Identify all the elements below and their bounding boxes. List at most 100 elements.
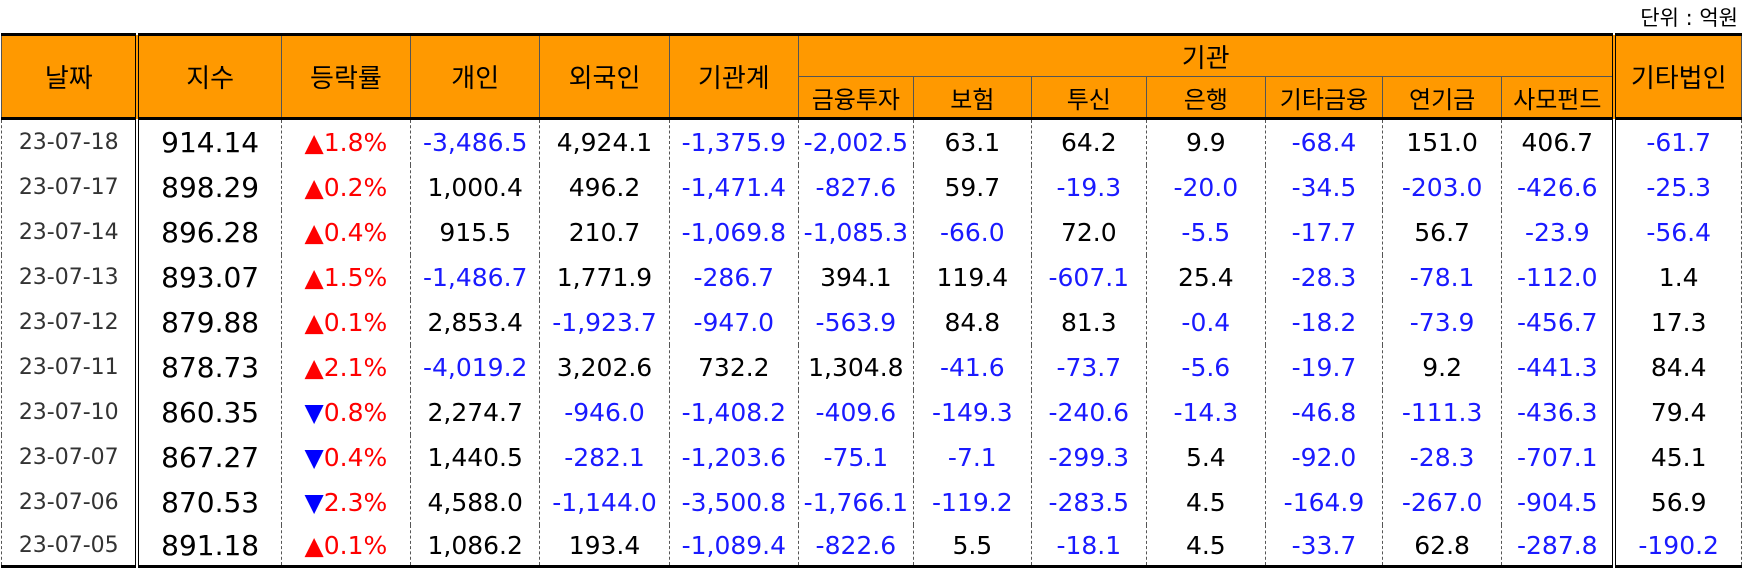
cell-change: ▲0.1% — [280, 525, 412, 568]
cell-other-corp: -61.7 — [1612, 118, 1743, 165]
cell-financial-investment: -2,002.5 — [797, 118, 914, 165]
cell-insurance: -119.2 — [912, 480, 1032, 525]
cell-financial-investment: -409.6 — [797, 390, 914, 435]
header-date: 날짜 — [1, 34, 140, 119]
table-row: 23-07-12 879.88 ▲0.1% 2,853.4 -1,923.7 -947.0… — [1, 300, 1743, 345]
cell-inst-total: -3,500.8 — [668, 480, 799, 525]
table-row: 23-07-07 867.27 ▼0.4% 1,440.5 -282.1 -1,203.6… — [1, 435, 1743, 480]
cell-inst-total: 732.2 — [668, 345, 799, 390]
cell-foreign: 210.7 — [539, 210, 670, 255]
cell-other-finance: -164.9 — [1264, 480, 1383, 525]
cell-foreign: 3,202.6 — [539, 345, 670, 390]
cell-financial-investment: -563.9 — [797, 300, 914, 345]
cell-insurance: -66.0 — [912, 210, 1032, 255]
cell-foreign: -1,144.0 — [539, 480, 670, 525]
cell-index: 860.35 — [136, 390, 282, 435]
cell-change-value: 0.1% — [323, 530, 388, 560]
cell-financial-investment: -75.1 — [797, 435, 914, 480]
header-sub-investment-trust: 투신 — [1030, 76, 1147, 119]
triangle-up-icon: ▲ — [304, 128, 324, 157]
unit-label: 단위 : 억원 — [1640, 6, 1738, 30]
cell-other-finance: -19.7 — [1264, 345, 1383, 390]
cell-individual: 915.5 — [410, 210, 541, 255]
cell-change-value: 2.1% — [323, 353, 388, 382]
cell-investment-trust: -607.1 — [1030, 255, 1147, 300]
cell-bank: -5.6 — [1145, 345, 1266, 390]
cell-financial-investment: 1,304.8 — [797, 345, 914, 390]
cell-other-corp: 56.9 — [1612, 480, 1743, 525]
cell-change-value: 0.4% — [323, 443, 388, 472]
cell-bank: -14.3 — [1145, 390, 1266, 435]
cell-insurance: 59.7 — [912, 165, 1032, 210]
cell-individual: 2,274.7 — [410, 390, 541, 435]
cell-private-fund: 406.7 — [1501, 118, 1615, 165]
cell-insurance: 5.5 — [912, 525, 1032, 568]
table-row: 23-07-14 896.28 ▲0.4% 915.5 210.7 -1,069.8 -1,… — [1, 210, 1743, 255]
cell-insurance: -41.6 — [912, 345, 1032, 390]
cell-insurance: 63.1 — [912, 118, 1032, 165]
cell-inst-total: -1,069.8 — [668, 210, 799, 255]
cell-foreign: 193.4 — [539, 525, 670, 568]
cell-financial-investment: -822.6 — [797, 525, 914, 568]
cell-inst-total: -1,375.9 — [668, 118, 799, 165]
cell-foreign: -1,923.7 — [539, 300, 670, 345]
cell-pension: -73.9 — [1381, 300, 1503, 345]
cell-private-fund: -456.7 — [1501, 300, 1615, 345]
cell-other-corp: -25.3 — [1612, 165, 1743, 210]
table-row: 23-07-10 860.35 ▼0.8% 2,274.7 -946.0 -1,408.2… — [1, 390, 1743, 435]
cell-change-value: 1.8% — [323, 128, 388, 157]
cell-private-fund: -426.6 — [1501, 165, 1615, 210]
cell-private-fund: -436.3 — [1501, 390, 1615, 435]
cell-other-corp: 45.1 — [1612, 435, 1743, 480]
cell-insurance: -7.1 — [912, 435, 1032, 480]
table-row: 23-07-05 891.18 ▲0.1% 1,086.2 193.4 -1,089.4-… — [1, 525, 1743, 568]
cell-pension: 56.7 — [1381, 210, 1503, 255]
cell-financial-investment: -827.6 — [797, 165, 914, 210]
header-sub-other-finance: 기타금융 — [1264, 76, 1383, 119]
cell-individual: 1,000.4 — [410, 165, 541, 210]
cell-change: ▲0.2% — [280, 165, 412, 210]
cell-inst-total: -1,203.6 — [668, 435, 799, 480]
cell-bank: 5.4 — [1145, 435, 1266, 480]
cell-investment-trust: -283.5 — [1030, 480, 1147, 525]
cell-change-value: 0.8% — [323, 398, 388, 427]
cell-bank: 4.5 — [1145, 480, 1266, 525]
triangle-up-icon: ▲ — [304, 308, 324, 337]
cell-other-corp: -190.2 — [1612, 525, 1743, 568]
cell-foreign: -946.0 — [539, 390, 670, 435]
triangle-up-icon: ▲ — [304, 530, 324, 560]
cell-change-value: 2.3% — [323, 488, 388, 517]
cell-date: 23-07-14 — [1, 210, 140, 255]
cell-inst-total: -1,089.4 — [668, 525, 799, 568]
cell-financial-investment: -1,085.3 — [797, 210, 914, 255]
cell-inst-total: -947.0 — [668, 300, 799, 345]
table-row: 23-07-13 893.07 ▲1.5% -1,486.7 1,771.9 -286.7… — [1, 255, 1743, 300]
cell-index: 879.88 — [136, 300, 282, 345]
cell-date: 23-07-13 — [1, 255, 140, 300]
header-index: 지수 — [136, 34, 282, 119]
cell-investment-trust: 81.3 — [1030, 300, 1147, 345]
cell-pension: 9.2 — [1381, 345, 1503, 390]
cell-pension: -267.0 — [1381, 480, 1503, 525]
header-individual: 개인 — [410, 34, 541, 119]
cell-other-finance: -18.2 — [1264, 300, 1383, 345]
cell-other-corp: 84.4 — [1612, 345, 1743, 390]
cell-date: 23-07-18 — [1, 118, 140, 165]
cell-bank: -5.5 — [1145, 210, 1266, 255]
triangle-up-icon: ▲ — [304, 263, 324, 292]
cell-change: ▲1.8% — [280, 118, 412, 165]
cell-pension: -203.0 — [1381, 165, 1503, 210]
cell-individual: 1,440.5 — [410, 435, 541, 480]
cell-inst-total: -1,471.4 — [668, 165, 799, 210]
cell-change: ▲0.1% — [280, 300, 412, 345]
cell-inst-total: -1,408.2 — [668, 390, 799, 435]
cell-other-corp: 79.4 — [1612, 390, 1743, 435]
cell-foreign: 1,771.9 — [539, 255, 670, 300]
cell-pension: 62.8 — [1381, 525, 1503, 568]
cell-other-finance: -28.3 — [1264, 255, 1383, 300]
triangle-up-icon: ▲ — [304, 218, 324, 247]
cell-individual: 1,086.2 — [410, 525, 541, 568]
cell-investment-trust: -73.7 — [1030, 345, 1147, 390]
cell-foreign: -282.1 — [539, 435, 670, 480]
cell-index: 867.27 — [136, 435, 282, 480]
